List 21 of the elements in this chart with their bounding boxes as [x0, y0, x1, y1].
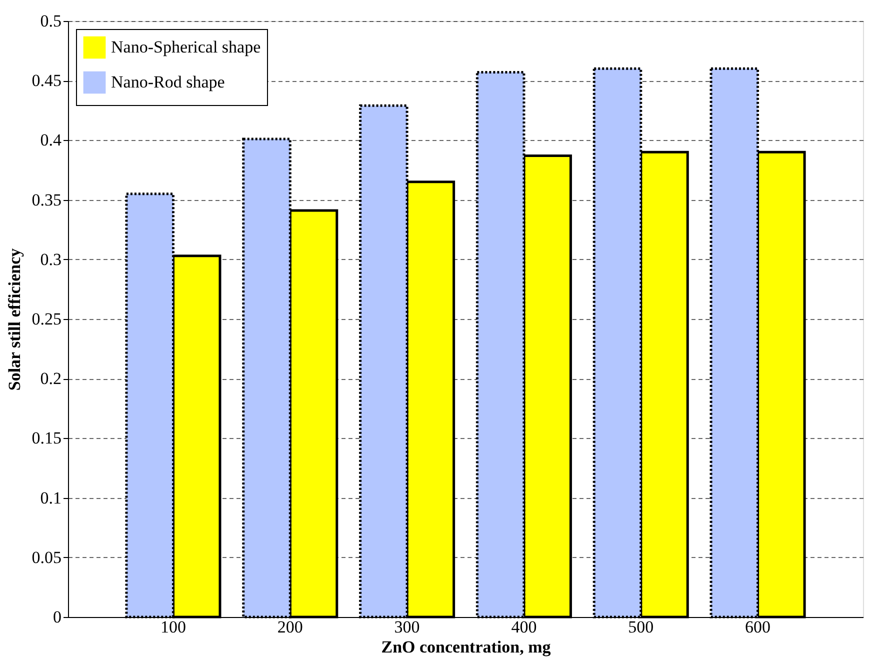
- y-tick-label: 0.15: [32, 428, 62, 448]
- x-tick-label: 300: [394, 618, 420, 636]
- y-tick-label: 0.25: [32, 310, 62, 328]
- x-axis-title: ZnO concentration, mg: [381, 638, 552, 656]
- y-tick-label: 0.05: [32, 548, 62, 567]
- x-tick-label: 400: [511, 618, 537, 636]
- y-tick-label: 0: [53, 608, 62, 626]
- legend-label: Nano-Rod shape: [111, 72, 225, 92]
- y-tick-label: 0.3: [40, 250, 62, 269]
- x-tick-label: 200: [277, 618, 303, 636]
- x-tick-label: 600: [745, 618, 771, 636]
- y-tick-label: 0.5: [40, 12, 62, 30]
- y-tick-label: 0.1: [40, 488, 62, 508]
- x-tick-label: 100: [160, 618, 186, 636]
- y-tick-label: 0.35: [32, 190, 62, 210]
- y-tick-label: 0.45: [32, 71, 62, 90]
- y-tick-label: 0.4: [40, 130, 62, 150]
- y-axis-title: Solar still efficiency: [4, 248, 24, 391]
- y-tick-label: 0.2: [40, 369, 62, 388]
- x-tick-label: 500: [628, 618, 654, 636]
- legend-label: Nano-Spherical shape: [111, 38, 261, 56]
